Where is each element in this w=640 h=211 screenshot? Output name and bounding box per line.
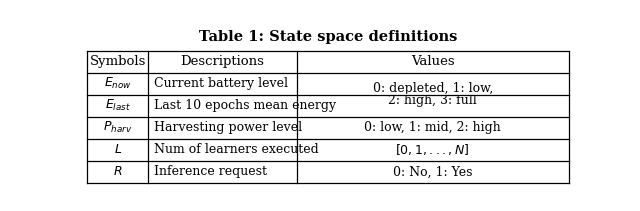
Text: $[0, 1, ..., N]$: $[0, 1, ..., N]$: [396, 142, 470, 157]
Text: $E_{last}$: $E_{last}$: [105, 98, 131, 113]
Text: Inference request: Inference request: [154, 165, 267, 178]
Text: $R$: $R$: [113, 165, 122, 178]
Text: 0: depleted, 1: low,: 0: depleted, 1: low,: [372, 82, 493, 95]
Text: $L$: $L$: [114, 143, 122, 156]
Text: Descriptions: Descriptions: [180, 55, 264, 68]
Text: 0: No, 1: Yes: 0: No, 1: Yes: [393, 165, 472, 178]
Text: Harvesting power level: Harvesting power level: [154, 121, 302, 134]
Text: 0: low, 1: mid, 2: high: 0: low, 1: mid, 2: high: [364, 121, 501, 134]
Text: $P_{harv}$: $P_{harv}$: [103, 120, 132, 135]
Text: $E_{now}$: $E_{now}$: [104, 76, 132, 91]
Text: Current battery level: Current battery level: [154, 77, 288, 90]
Text: 2: high, 3: full: 2: high, 3: full: [388, 94, 477, 107]
Text: Table 1: State space definitions: Table 1: State space definitions: [199, 30, 457, 44]
Text: Num of learners executed: Num of learners executed: [154, 143, 319, 156]
Text: Last 10 epochs mean energy: Last 10 epochs mean energy: [154, 99, 336, 112]
Text: Symbols: Symbols: [90, 55, 146, 68]
Text: Values: Values: [411, 55, 454, 68]
